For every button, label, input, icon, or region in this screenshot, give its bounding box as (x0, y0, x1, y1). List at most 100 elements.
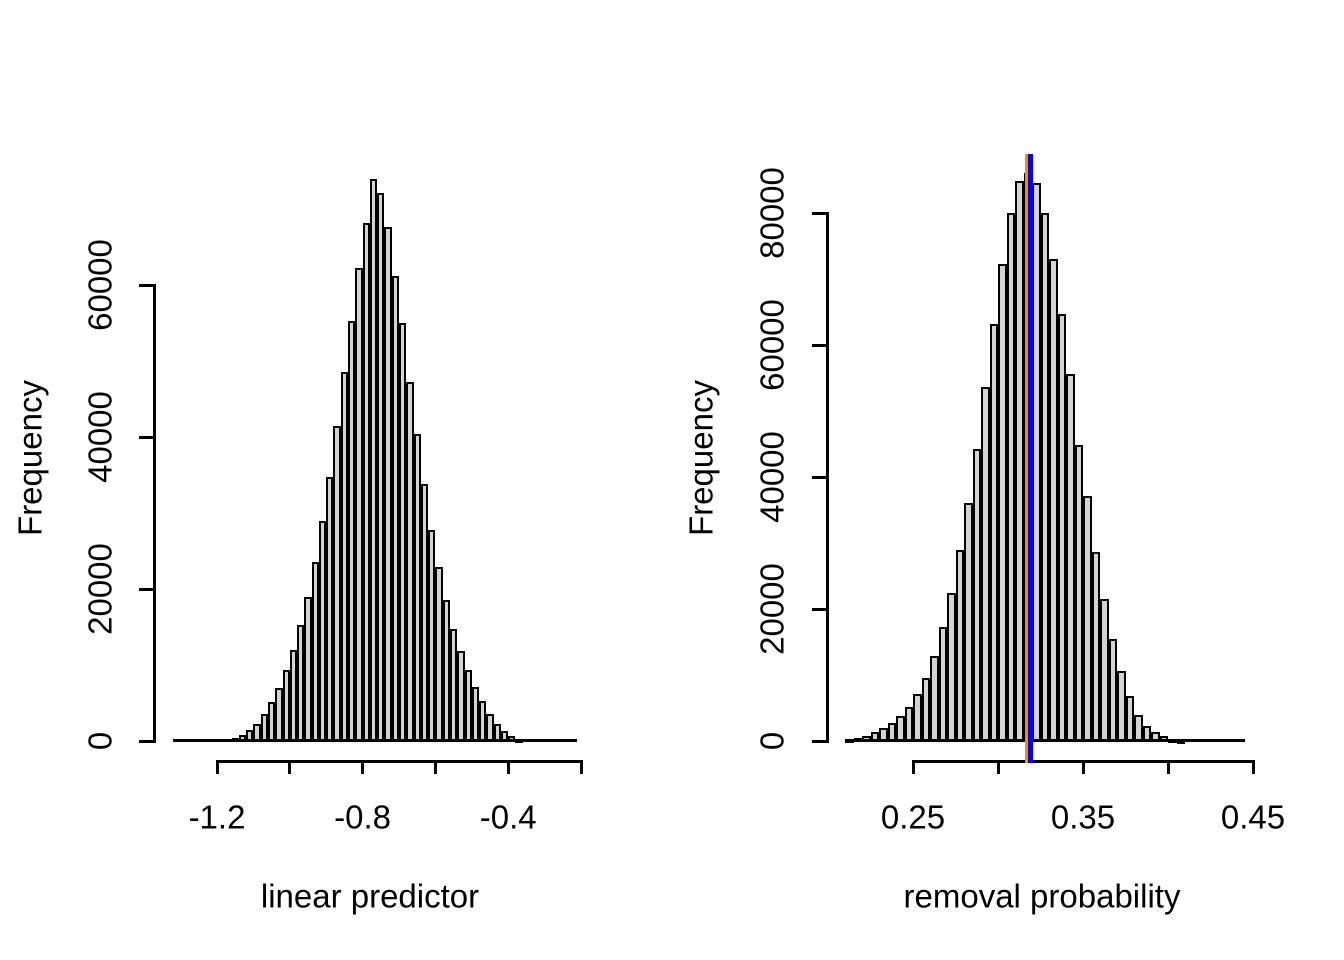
right-histogram-bar (1108, 639, 1117, 742)
left-histogram-bar (311, 562, 319, 742)
left-x-tick (506, 763, 510, 774)
orange-line (1024, 154, 1028, 763)
left-x-tick-label: -0.8 (334, 798, 392, 836)
left-y-tick (139, 283, 153, 287)
left-x-tick (215, 763, 219, 774)
left-histogram-bar (340, 372, 349, 742)
left-histogram-bar (420, 484, 429, 742)
right-histogram-bar (1049, 259, 1058, 742)
left-x-tick-label: -0.4 (479, 798, 537, 836)
right-histogram-bar (938, 627, 947, 742)
right-x-tick (996, 763, 1000, 774)
right-histogram-bar (1117, 671, 1126, 742)
right-histogram-bar (1015, 180, 1024, 742)
left-y-tick-label: 40000 (81, 391, 119, 483)
left-histogram-bar (413, 433, 421, 742)
right-y-tick-label: 20000 (753, 563, 791, 655)
left-x-tick (361, 763, 365, 774)
left-histogram-bar (486, 714, 494, 742)
right-y-tick-label: 0 (753, 731, 791, 751)
right-y-tick (812, 607, 826, 611)
right-y-tick-label: 60000 (753, 299, 791, 391)
right-y-tick (812, 343, 826, 347)
right-histogram-bar (1074, 444, 1083, 742)
left-histogram-bar (399, 323, 407, 742)
left-histogram-bar (464, 670, 472, 742)
right-y-axis-line (826, 212, 829, 743)
left-y-tick-label: 20000 (81, 543, 119, 635)
left-histogram-bar (449, 628, 458, 742)
right-histogram-bar (1032, 182, 1041, 742)
right-histogram-bar (921, 677, 930, 742)
right-histogram-bar (1083, 496, 1092, 742)
right-histogram-bar (1040, 213, 1049, 742)
left-histogram-bar (267, 702, 276, 742)
left-x-tick (433, 763, 437, 774)
left-histogram-bar (369, 178, 378, 742)
right-histogram-bar (904, 707, 913, 742)
left-x-axis-title: linear predictor (260, 877, 480, 915)
left-zero-baseline (173, 739, 578, 742)
right-histogram-bar (972, 449, 981, 742)
right-y-axis-title: Frequency (682, 380, 720, 536)
right-histogram-bar (1100, 599, 1109, 742)
left-histogram-bar (260, 714, 268, 742)
right-y-tick (812, 475, 826, 479)
right-y-tick (812, 211, 826, 215)
right-y-tick (812, 739, 826, 743)
right-histogram-bar (1066, 374, 1075, 742)
left-histogram-bar (333, 426, 341, 742)
left-x-tick-label: -1.2 (188, 798, 246, 836)
right-x-tick-label: 0.35 (1050, 798, 1116, 836)
right-x-tick (1081, 763, 1085, 774)
right-x-axis-line (911, 760, 1255, 763)
right-histogram-bar (1057, 313, 1066, 742)
right-histogram-bar (1006, 213, 1015, 742)
left-y-tick (139, 587, 153, 591)
left-histogram-bar (384, 227, 392, 742)
left-histogram-bar (406, 382, 414, 742)
left-histogram-bar (457, 651, 465, 742)
right-y-tick-label: 40000 (753, 431, 791, 523)
right-histogram-bar (955, 550, 964, 742)
right-histogram-bar (1134, 715, 1143, 742)
left-histogram-bar (318, 521, 327, 742)
left-histogram-bar (297, 625, 305, 742)
left-y-tick-label: 60000 (81, 239, 119, 331)
right-histogram-bar (998, 264, 1007, 742)
right-x-tick (1166, 763, 1170, 774)
right-x-tick (911, 763, 915, 774)
left-y-tick-label: 0 (81, 731, 119, 751)
left-histogram-bar (326, 476, 334, 742)
left-histogram-bar (428, 530, 436, 742)
left-histogram-bar (348, 320, 356, 742)
right-histogram-bar (964, 502, 973, 742)
left-x-tick (579, 763, 583, 774)
left-histogram-bar (355, 268, 363, 742)
left-y-tick (139, 435, 153, 439)
left-y-axis-title: Frequency (11, 380, 49, 536)
left-x-tick (288, 763, 292, 774)
right-histogram-bar (913, 694, 922, 742)
right-histogram-bar (981, 387, 990, 742)
left-histogram-bar (282, 670, 290, 742)
right-histogram-bar (1125, 696, 1134, 742)
right-x-tick (1251, 763, 1255, 774)
left-histogram-bar (275, 687, 283, 742)
right-histogram-bar (930, 655, 939, 742)
left-histogram-bar (442, 600, 450, 742)
blue-line (1027, 154, 1033, 763)
left-histogram-bar (377, 193, 385, 742)
left-histogram-bar (435, 566, 443, 742)
left-histogram-bar (391, 275, 399, 742)
left-histogram-bar (289, 649, 298, 742)
left-histogram-bar (304, 596, 312, 742)
right-histogram-bar (1091, 551, 1100, 742)
left-y-axis-line (153, 284, 156, 743)
right-zero-baseline (845, 739, 1245, 742)
right-x-tick-label: 0.45 (1220, 798, 1286, 836)
left-y-tick (139, 739, 153, 743)
right-x-tick-label: 0.25 (880, 798, 946, 836)
left-histogram-bar (479, 701, 487, 742)
